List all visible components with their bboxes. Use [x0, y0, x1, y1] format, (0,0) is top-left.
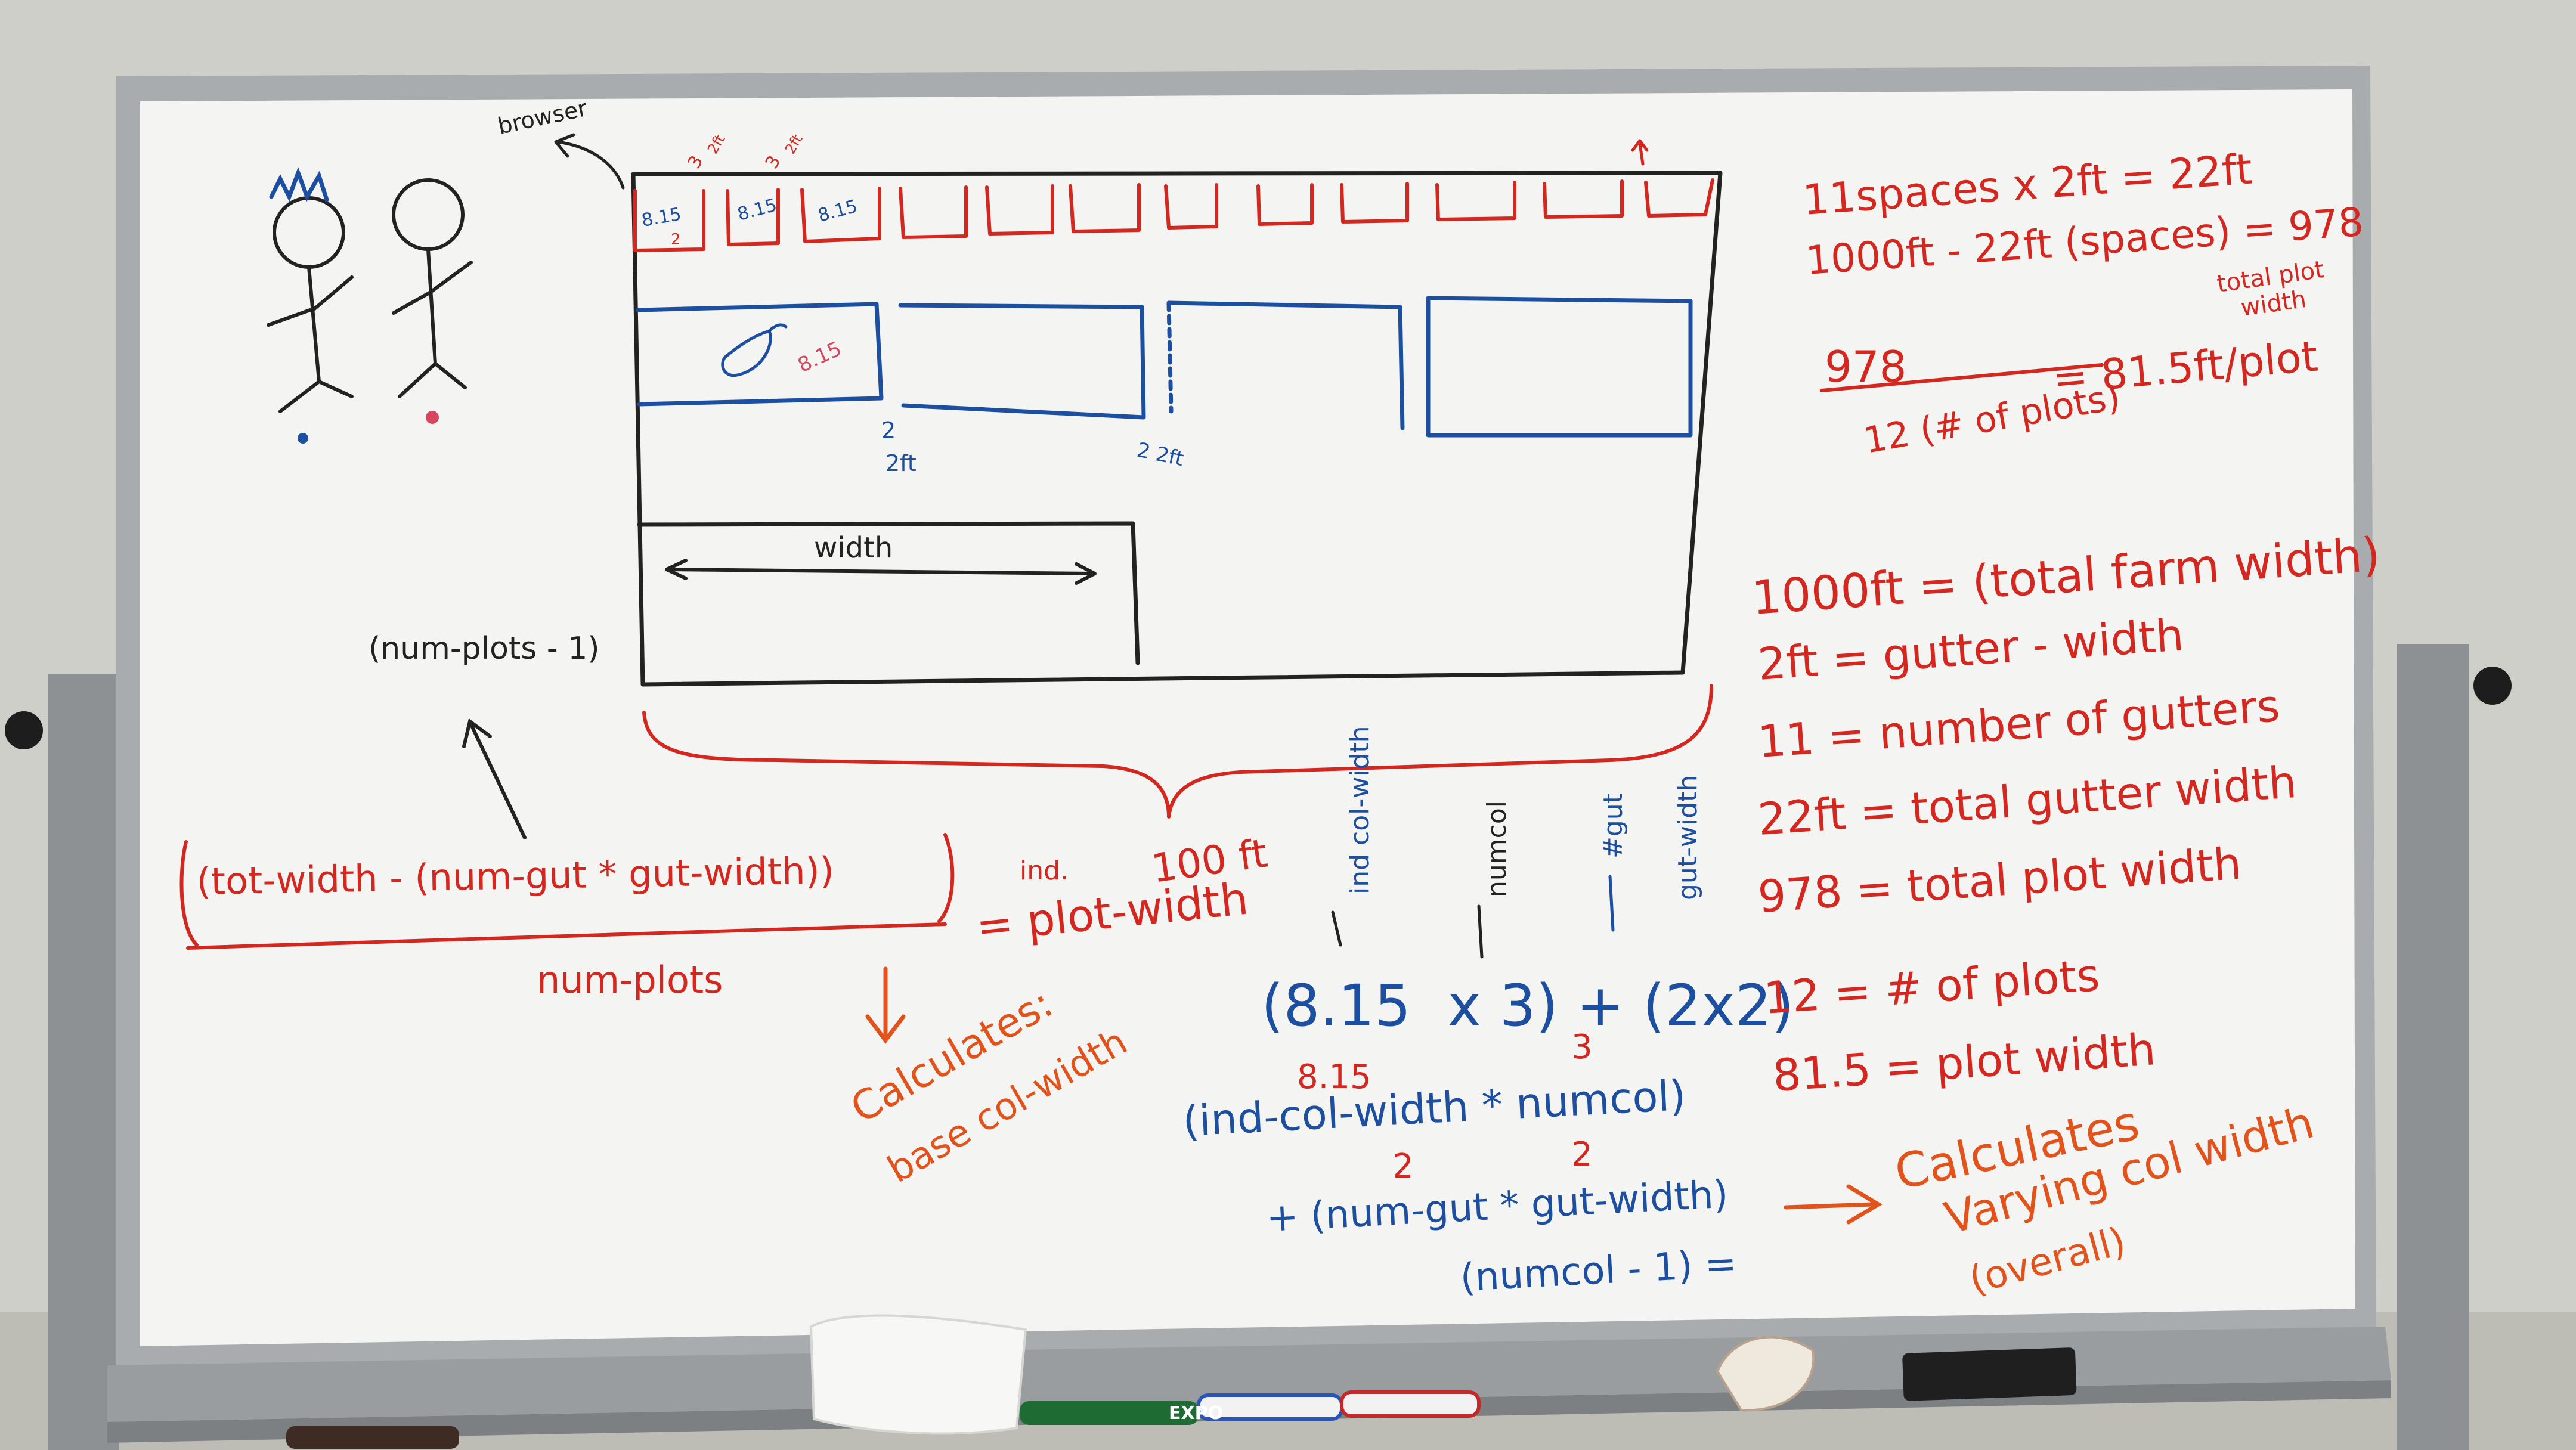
marker-tray — [107, 1327, 2391, 1422]
example-formula: (8.15 x 3) + (2x2) — [1261, 972, 1794, 1039]
marker-red — [1340, 1390, 1481, 1418]
sketch-bottom-box — [637, 521, 1140, 665]
vert-numcol: numcol — [1482, 801, 1512, 897]
vert-num-gut: #gut — [1598, 793, 1628, 859]
stick-figures — [267, 167, 473, 444]
red-2a: 2 — [1392, 1147, 1414, 1186]
stand-left-post — [48, 674, 119, 1450]
ind-label: ind. — [1020, 856, 1069, 886]
gutter-label-1a: 2 — [881, 417, 896, 444]
division-numerator: 978 — [1825, 342, 1906, 392]
stand-left-knob — [5, 711, 43, 749]
pepper-icon — [721, 329, 772, 377]
marker-green — [1020, 1401, 1199, 1425]
fraction-bar — [186, 922, 947, 950]
red-brace — [642, 684, 1713, 819]
red-3: 3 — [1571, 1028, 1593, 1067]
calc-arrow — [1784, 1202, 1875, 1210]
width-label: width — [814, 531, 893, 565]
vert-gut-width: gut-width — [1673, 775, 1703, 900]
gutter-label-1b: 2ft — [886, 450, 917, 476]
sketch-outer-frame — [631, 171, 1723, 687]
width-arrow — [666, 568, 1096, 575]
app-sketch — [554, 133, 1723, 819]
formula-arrow: → — [1908, 1186, 1909, 1187]
up-arrow-to-numplots — [469, 723, 527, 839]
tissue — [809, 1314, 1027, 1435]
marker-brown — [286, 1426, 459, 1449]
vert-ind-col-width: ind col-width — [1345, 726, 1375, 894]
stand-right-post — [2397, 644, 2469, 1450]
tissue-small — [1716, 1336, 1815, 1412]
red-815: 8.15 — [1297, 1058, 1371, 1096]
tile-label-2: 2 — [671, 231, 681, 249]
tray-objects: EXPO — [286, 1314, 2077, 1449]
formula-denominator: num-plots — [537, 958, 723, 1002]
stand-right-knob — [2473, 667, 2512, 705]
sketch-top-tiles — [633, 178, 1714, 252]
numplots-minus-one: (num-plots - 1) — [369, 631, 600, 667]
sketch-plot-boxes — [636, 296, 1693, 438]
red-2b: 2 — [1571, 1135, 1593, 1174]
eraser — [1902, 1347, 2077, 1401]
marker-brand-label: EXPO — [1169, 1403, 1223, 1424]
browser-arrow — [556, 140, 625, 190]
